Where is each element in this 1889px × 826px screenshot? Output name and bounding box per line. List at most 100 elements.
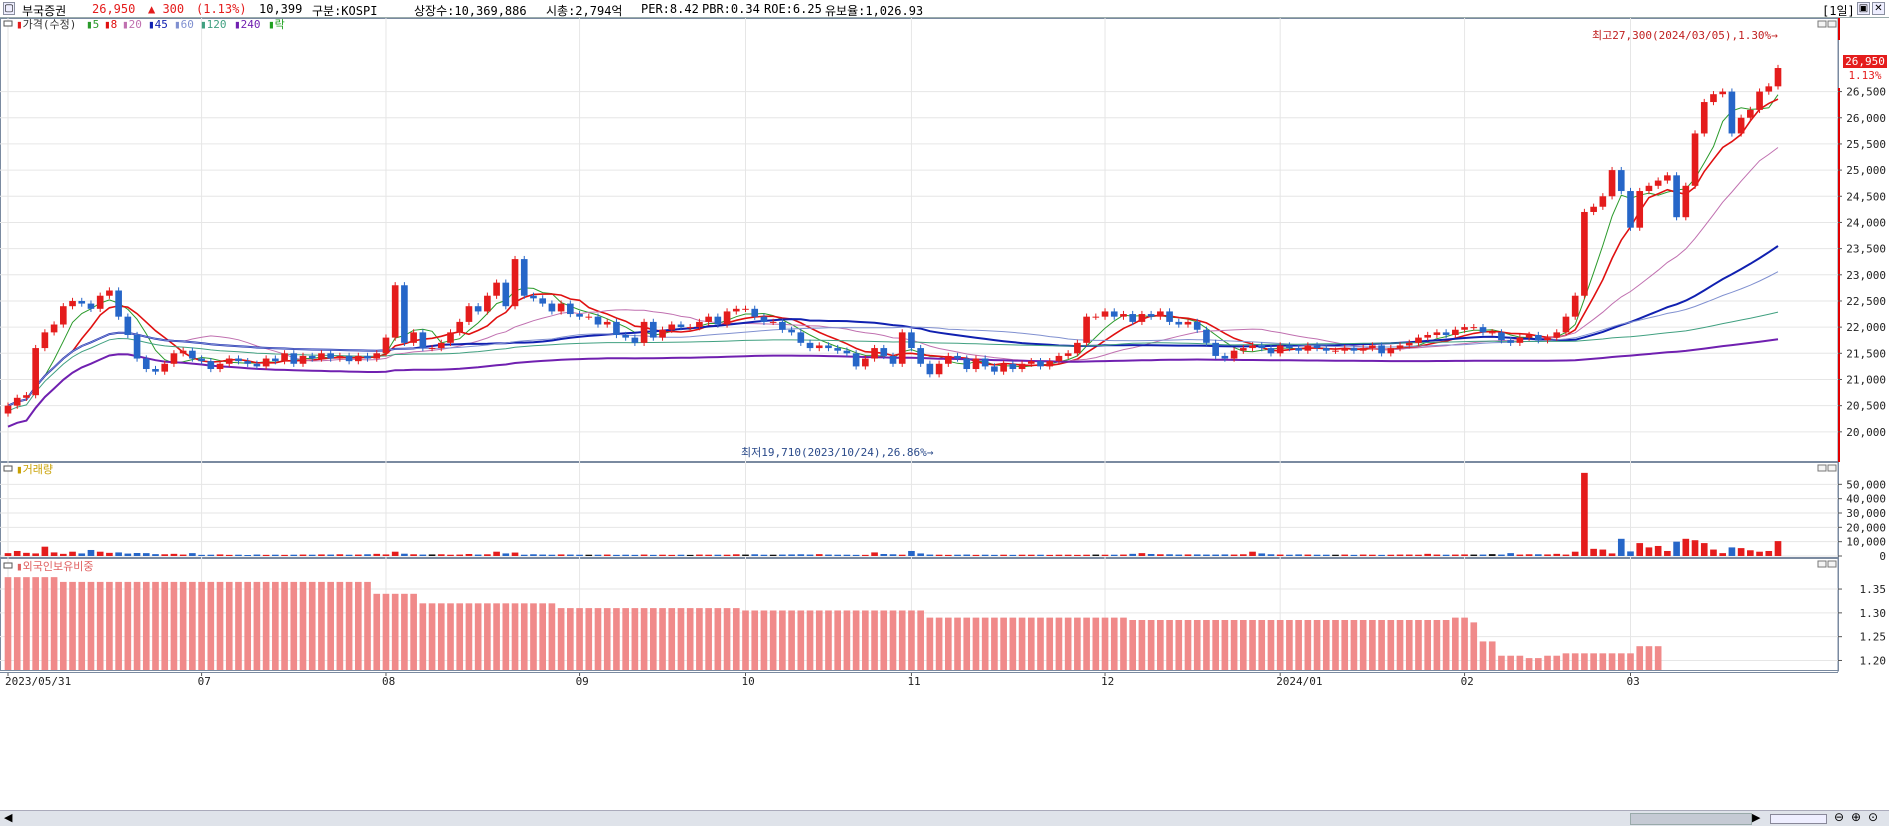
candle-body xyxy=(170,353,178,364)
volume-bar xyxy=(124,553,132,556)
scroll-thumb[interactable] xyxy=(1630,813,1752,825)
foreign-pane-minimize-icon[interactable] xyxy=(1817,560,1827,568)
scroll-right-icon[interactable]: ▶ xyxy=(1752,811,1761,824)
volume-bar xyxy=(262,554,270,556)
volume-bar xyxy=(1212,554,1219,556)
zoom-in-icon[interactable]: ⊕ xyxy=(1851,810,1862,824)
price-pane-close-icon[interactable] xyxy=(1827,20,1837,28)
foreign-ratio-bar xyxy=(23,577,30,670)
volume-pane-minimize-icon[interactable] xyxy=(1817,464,1827,472)
foreign-ratio-bar xyxy=(1230,620,1238,670)
candle-body xyxy=(723,311,731,325)
stock-name[interactable]: 부국증권 xyxy=(22,4,67,18)
price-tick-label: 21,000 xyxy=(1846,373,1886,386)
volume-bar xyxy=(1571,551,1579,556)
foreign-ratio-bar xyxy=(1147,620,1155,670)
volume-bar xyxy=(1691,540,1699,556)
scroll-left-icon[interactable]: ◀ xyxy=(4,811,13,824)
foreign-ratio-bar xyxy=(1378,620,1385,670)
volume-bar xyxy=(1101,554,1109,556)
foreign-ratio-bar xyxy=(428,603,436,670)
candle-body xyxy=(1322,348,1330,351)
foreign-ratio-bar xyxy=(1433,620,1441,670)
foreign-ratio-bar xyxy=(1507,655,1514,670)
candle-body xyxy=(696,321,703,328)
foreign-pane-close-icon[interactable] xyxy=(1827,560,1837,568)
foreign-ratio-bar xyxy=(1581,653,1588,670)
candle-body xyxy=(539,298,547,304)
volume-bar xyxy=(1249,551,1256,556)
foreign-ratio-bar xyxy=(871,610,878,670)
restore-icon[interactable]: ▣ xyxy=(1857,2,1870,15)
volume-bar xyxy=(1055,554,1063,556)
foreign-ratio-bar xyxy=(769,610,777,670)
close-icon[interactable]: ✕ xyxy=(1872,2,1885,15)
volume-tick-label: 20,000 xyxy=(1846,521,1886,534)
volume-bar xyxy=(391,551,399,556)
legend-ma-item[interactable]: ▮8 xyxy=(104,18,117,31)
volume-bar xyxy=(1396,554,1404,556)
volume-pane[interactable] xyxy=(0,462,1839,558)
foreign-ratio-bar xyxy=(889,610,897,670)
foreign-ratio-bar xyxy=(640,608,648,670)
foreign-ratio-bar xyxy=(567,608,574,670)
candle-body xyxy=(862,358,869,367)
foreign-ratio-bar xyxy=(225,581,233,670)
legend-ma-item[interactable]: ▮45 xyxy=(148,18,168,31)
candle-body xyxy=(1129,314,1137,322)
candle-body xyxy=(991,366,998,372)
price-change-pct: (1.13%) xyxy=(196,2,247,16)
volume-bar xyxy=(631,554,639,556)
volume-bar xyxy=(1470,554,1478,556)
pbr-value: PBR:0.34 xyxy=(702,2,760,16)
zoom-out-icon[interactable]: ⊖ xyxy=(1834,810,1845,824)
candle-body xyxy=(917,348,924,364)
candle-body xyxy=(161,363,169,372)
volume-bar xyxy=(622,554,629,556)
period-selector[interactable]: [1일] xyxy=(1822,4,1855,18)
reserve-ratio: 유보율:1,026.93 xyxy=(825,4,924,18)
candle-body xyxy=(640,321,648,343)
foreign-ratio-bar xyxy=(198,581,205,670)
legend-ma-item[interactable]: ▮락 xyxy=(268,18,285,31)
volume-bar xyxy=(944,554,952,556)
candle-body xyxy=(1479,327,1487,333)
volume-bar xyxy=(1627,551,1634,556)
volume-bar xyxy=(1276,554,1284,556)
low-annotation: 최저19,710(2023/10/24),26.86%→ xyxy=(741,446,934,459)
candle-body xyxy=(216,363,224,370)
volume-bar xyxy=(50,552,58,556)
price-pane-minimize-icon[interactable] xyxy=(1817,20,1827,28)
horizontal-scrollbar[interactable]: ◀ ▶ ⊖ ⊕ ⊙ xyxy=(0,810,1889,826)
stock-chart[interactable]: 26,500 26,000 25,500 25,000 24,500 24,000 23,5… xyxy=(0,18,1889,810)
volume-bar xyxy=(96,551,104,556)
market-label: 구분:KOSPI xyxy=(312,4,378,18)
volume-bar xyxy=(1498,554,1505,556)
volume-bar xyxy=(1747,550,1754,556)
volume-bar xyxy=(1636,543,1644,556)
volume-pane-close-icon[interactable] xyxy=(1827,464,1837,472)
candle-body xyxy=(613,321,620,335)
foreign-ratio-bar xyxy=(603,608,611,670)
zoom-slider[interactable] xyxy=(1770,814,1827,824)
price-pane[interactable] xyxy=(0,18,1839,462)
foreign-ratio-bar xyxy=(981,617,989,670)
foreign-ratio-bar xyxy=(576,608,583,670)
legend-ma-item[interactable]: ▮60 xyxy=(174,18,194,31)
candle-body xyxy=(834,348,842,351)
legend-ma-item[interactable]: ▮20 xyxy=(122,18,142,31)
candle-body xyxy=(1239,348,1247,351)
legend-ma-item[interactable]: ▮120 xyxy=(200,18,227,31)
candle-body xyxy=(557,303,565,312)
price-tick-label: 26,500 xyxy=(1846,86,1886,99)
legend-ma-item[interactable]: ▮240 xyxy=(234,18,261,31)
zoom-reset-icon[interactable]: ⊙ xyxy=(1868,810,1879,824)
volume-bar xyxy=(917,553,924,556)
candle-body xyxy=(622,334,629,338)
legend-ma-item[interactable]: ▮5 xyxy=(86,18,99,31)
price-tick-label: 20,500 xyxy=(1846,400,1886,413)
volume-bar xyxy=(115,552,122,556)
legend-toggle-icon[interactable] xyxy=(3,20,13,27)
candle-body xyxy=(354,355,362,362)
window-menu-icon[interactable]: ▢ xyxy=(3,2,15,15)
